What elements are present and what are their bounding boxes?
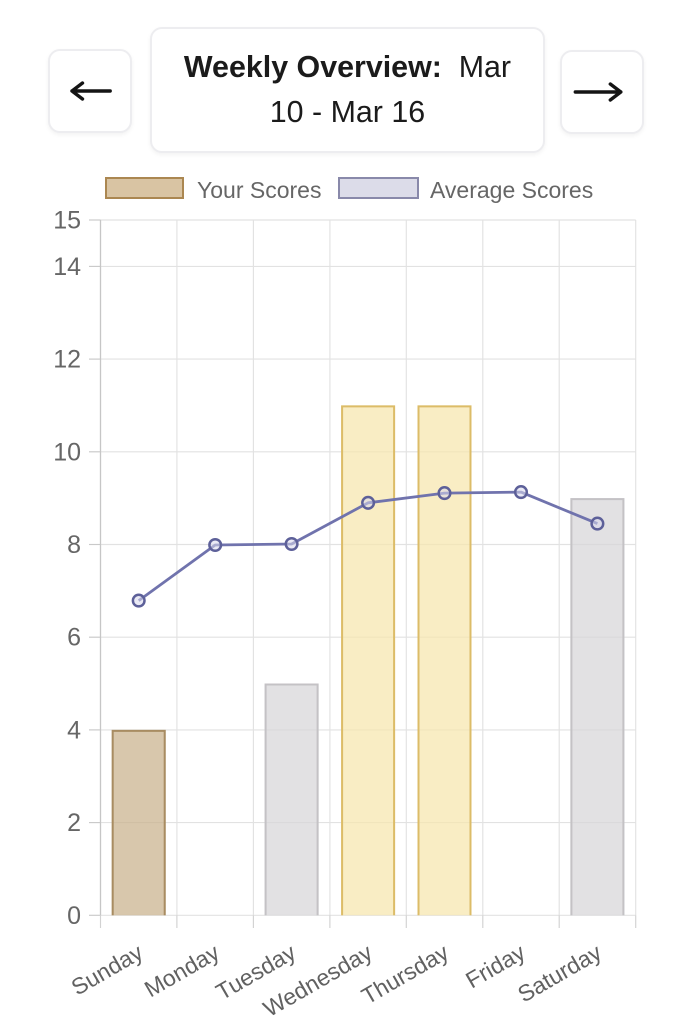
svg-text:Saturday: Saturday	[513, 939, 606, 1008]
svg-text:2: 2	[67, 809, 81, 837]
svg-text:Monday: Monday	[140, 939, 224, 1003]
svg-text:6: 6	[67, 624, 81, 652]
svg-text:8: 8	[67, 531, 81, 559]
svg-text:10: 10	[53, 438, 81, 466]
svg-text:12: 12	[53, 346, 81, 374]
svg-text:0: 0	[67, 902, 81, 930]
svg-text:15: 15	[53, 207, 81, 235]
svg-text:Thursday: Thursday	[357, 939, 453, 1010]
svg-text:4: 4	[67, 716, 81, 744]
svg-text:Sunday: Sunday	[67, 939, 148, 1001]
svg-text:14: 14	[53, 253, 81, 281]
